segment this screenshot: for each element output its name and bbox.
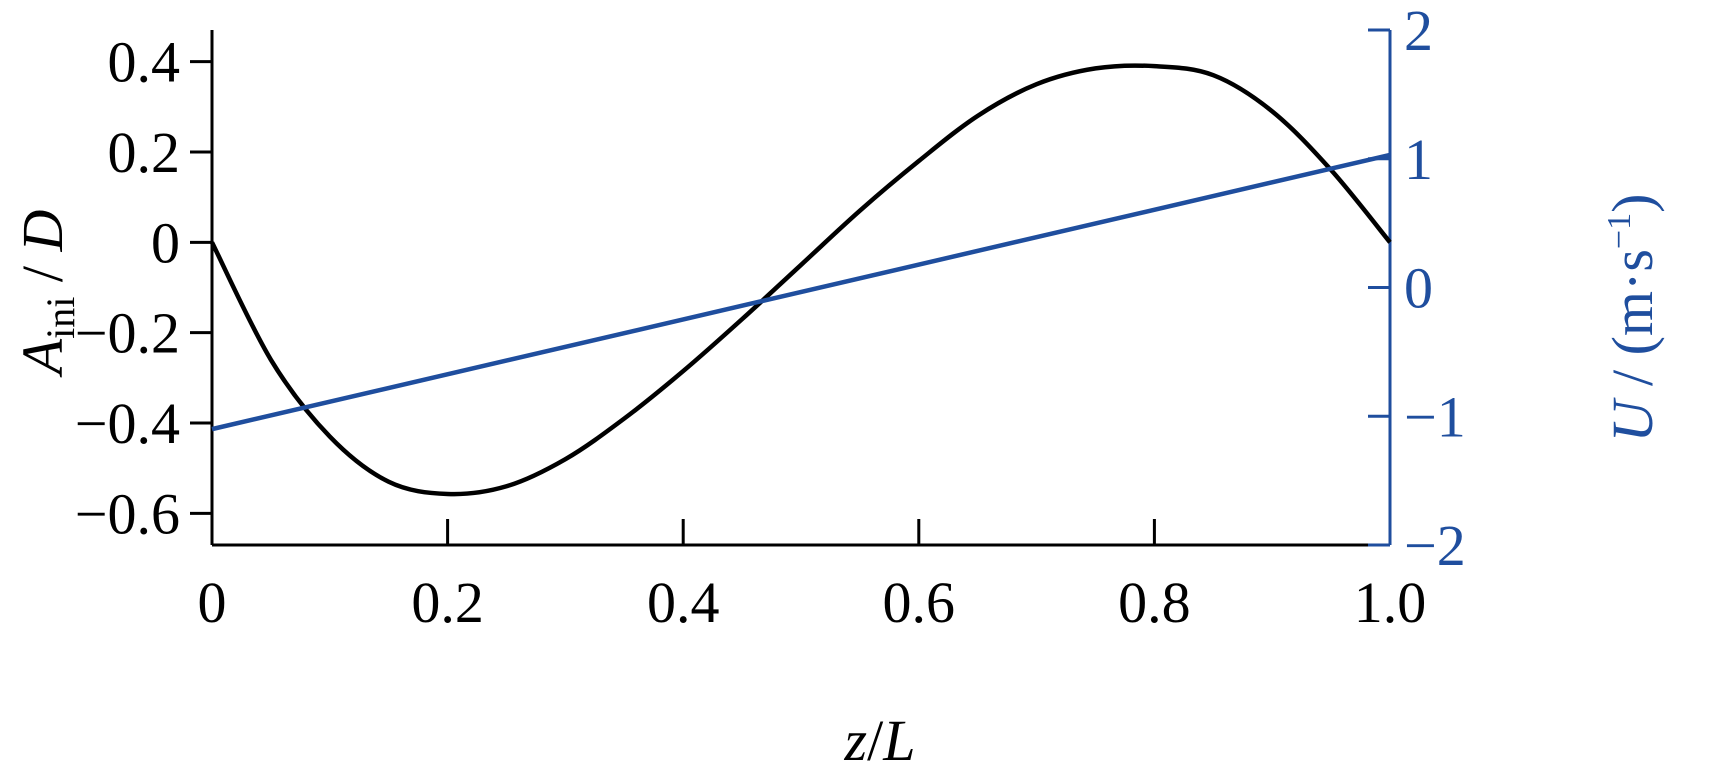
y-left-tick-label: −0.2 <box>75 301 180 366</box>
series-layer <box>209 63 1392 497</box>
y-right-tick-label: −2 <box>1404 513 1466 578</box>
y-left-tick-label: 0.2 <box>108 120 181 185</box>
y-right-tick-label: 1 <box>1404 127 1433 192</box>
x-tick-label: 0.4 <box>647 570 720 635</box>
y-left-tick-label: 0 <box>151 210 180 275</box>
ticks-layer: −0.6 −0.4 −0.2 0 0.2 0.4 0 0.2 0.4 0.6 0.8 1.0−2 −1 0… <box>75 0 1466 635</box>
y-right-tick-label: −1 <box>1404 384 1466 449</box>
series-line-left <box>209 63 1392 497</box>
y-left-tick-label: −0.6 <box>75 481 180 546</box>
y-right-tick-label: 0 <box>1404 256 1433 321</box>
x-tick-label: 0.2 <box>411 570 484 635</box>
y-left-tick-label: 0.4 <box>108 30 181 95</box>
series-line-right <box>211 152 1391 432</box>
y-right-axis-title: U / (m·s−1) <box>1600 194 1665 443</box>
axes <box>210 30 1392 547</box>
x-tick-label: 0.6 <box>883 570 956 635</box>
y-right-tick-label: 2 <box>1404 0 1433 63</box>
x-tick-label: 0.8 <box>1118 570 1191 635</box>
y-left-axis-title: Aini / D <box>10 210 83 379</box>
x-tick-label: 1.0 <box>1354 570 1427 635</box>
x-axis-title: z/L <box>844 708 916 773</box>
x-tick-label: 0 <box>198 570 227 635</box>
y-left-tick-label: −0.4 <box>75 391 180 456</box>
